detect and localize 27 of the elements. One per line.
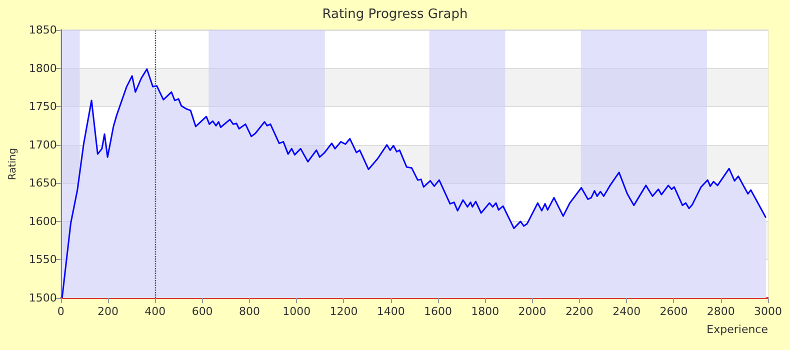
x-tick-label: 1200 [330,305,358,318]
y-tick-label: 1800 [28,62,57,75]
y-tick-label: 1500 [28,292,57,304]
chart-title: Rating Progress Graph [322,7,468,22]
y-tick-label: 1750 [28,100,57,114]
y-tick-label: 1550 [28,253,57,266]
y-tick-label: 1850 [28,24,57,36]
y-tick-label: 1650 [28,176,57,190]
x-tick-label: 0 [57,305,64,318]
x-tick-label: 2800 [706,305,735,318]
x-tick-label: 1400 [376,305,405,318]
x-tick-label: 3000 [754,305,782,318]
y-tick-label: 1700 [28,138,57,152]
y-tick-label: 1600 [28,214,57,228]
x-axis-title: Experience [706,323,768,336]
x-tick-label: 1600 [424,305,452,318]
x-tick-label: 2200 [565,305,594,318]
x-tick-label: 400 [144,305,166,318]
x-tick-label: 600 [192,305,213,318]
x-tick-label: 2000 [518,305,546,318]
x-tick-label: 2400 [612,305,641,318]
x-tick-label: 800 [238,305,260,318]
x-tick-label: 1800 [471,305,500,318]
x-tick-label: 200 [98,305,119,318]
x-tick-label: 1000 [282,305,311,318]
y-axis-title: Rating [8,148,18,180]
x-tick-label: 2600 [660,305,688,318]
